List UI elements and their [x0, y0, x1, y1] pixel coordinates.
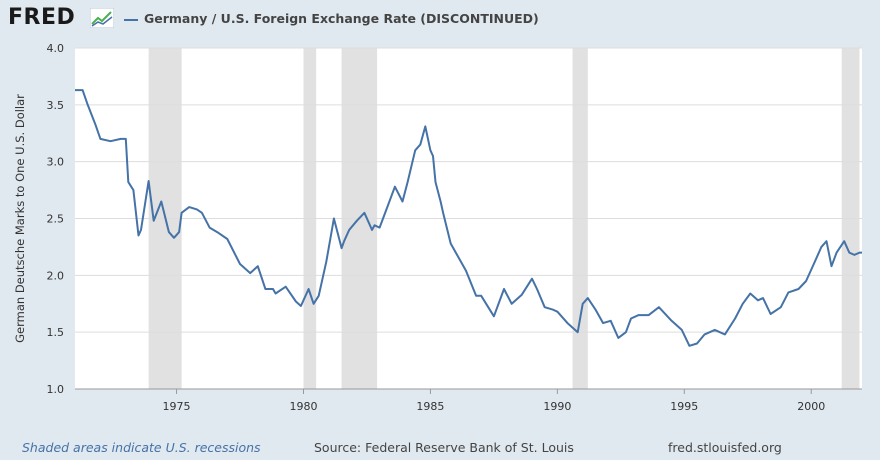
- x-tick-label: 1990: [543, 400, 571, 413]
- legend-label: Germany / U.S. Foreign Exchange Rate (DI…: [144, 11, 539, 26]
- legend-swatch: [124, 18, 138, 21]
- y-tick-label: 1.0: [47, 383, 65, 396]
- fred-logo[interactable]: FRED: [8, 5, 76, 30]
- series-line[interactable]: [75, 89, 862, 347]
- y-tick-label: 4.0: [47, 42, 65, 55]
- site-link[interactable]: fred.stlouisfed.org: [668, 440, 782, 455]
- source-note: Source: Federal Reserve Bank of St. Loui…: [314, 440, 574, 455]
- chart-legend[interactable]: Germany / U.S. Foreign Exchange Rate (DI…: [124, 11, 539, 26]
- x-tick-label: 1975: [163, 400, 191, 413]
- y-axis-label: German Deutsche Marks to One U.S. Dollar: [13, 94, 27, 343]
- x-tick-label: 2000: [797, 400, 825, 413]
- x-tick-label: 1995: [670, 400, 698, 413]
- y-tick-label: 3.5: [47, 99, 65, 112]
- y-tick-label: 3.0: [47, 156, 65, 169]
- fred-chart-icon[interactable]: [90, 8, 114, 28]
- x-tick-label: 1985: [416, 400, 444, 413]
- y-tick-label: 2.5: [47, 213, 65, 226]
- chart: 1.0 1.5 2.0 2.5 3.0 3.5 4.0 1975 1980 1985 1990 199…: [13, 42, 862, 413]
- y-tick-label: 1.5: [47, 326, 65, 339]
- x-tick-label: 1980: [289, 400, 317, 413]
- recession-note[interactable]: Shaded areas indicate U.S. recessions: [22, 440, 261, 455]
- y-tick-label: 2.0: [47, 269, 65, 282]
